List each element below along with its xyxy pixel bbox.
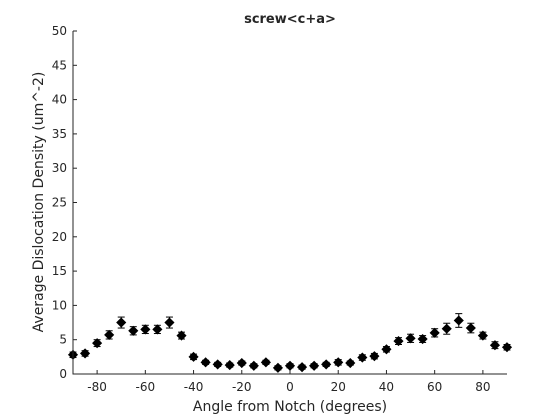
tick-labels: -80 -60 -40 -20 0 20 40 60 80 0 5 10 15 20 25 30 35 40 45 5… bbox=[52, 24, 491, 394]
y-tick-label: 5 bbox=[59, 333, 67, 347]
x-tick-label: 40 bbox=[379, 380, 394, 394]
data-point bbox=[236, 357, 247, 369]
data-point bbox=[489, 340, 501, 351]
y-tick-label: 15 bbox=[52, 264, 67, 278]
data-point bbox=[212, 359, 223, 370]
data-point bbox=[176, 330, 187, 341]
x-tick-label: 60 bbox=[427, 380, 442, 394]
y-axis-label: Average Dislocation Density (um^-2) bbox=[31, 72, 47, 333]
data-point bbox=[128, 325, 139, 336]
x-tick-label: 80 bbox=[475, 380, 490, 394]
x-tick-label: -20 bbox=[232, 380, 252, 394]
data-point bbox=[309, 360, 320, 371]
data-point bbox=[381, 344, 392, 355]
data-point bbox=[333, 357, 344, 368]
y-tick-label: 0 bbox=[59, 367, 67, 381]
y-tick-label: 45 bbox=[52, 58, 67, 72]
x-tick-label: -80 bbox=[87, 380, 107, 394]
chart-title: screw<c+a> bbox=[244, 12, 336, 27]
data-point bbox=[501, 342, 513, 353]
data-point bbox=[140, 324, 151, 335]
data-point bbox=[441, 323, 452, 334]
y-tick-label: 10 bbox=[52, 298, 67, 312]
y-tick-label: 30 bbox=[52, 161, 67, 175]
data-point bbox=[200, 357, 211, 368]
data-point bbox=[92, 338, 103, 349]
data-point bbox=[393, 336, 404, 347]
data-point bbox=[429, 327, 440, 338]
data-point bbox=[164, 317, 175, 328]
y-tick-label: 20 bbox=[52, 230, 67, 244]
data-point bbox=[321, 359, 332, 370]
y-tick-label: 50 bbox=[52, 24, 67, 38]
x-tick-label: 20 bbox=[331, 380, 346, 394]
data-point bbox=[284, 360, 296, 371]
x-tick-label: -40 bbox=[184, 380, 204, 394]
data-point bbox=[465, 322, 476, 334]
data-point bbox=[369, 351, 380, 362]
x-axis-label: Angle from Notch (degrees) bbox=[193, 399, 387, 415]
data-point bbox=[357, 352, 368, 363]
x-tick-label: -60 bbox=[136, 380, 156, 394]
data-point bbox=[260, 357, 271, 368]
data-point bbox=[104, 329, 115, 340]
x-tick-label: 0 bbox=[286, 380, 294, 394]
data-point bbox=[188, 351, 199, 362]
plot-background bbox=[73, 31, 507, 374]
data-point bbox=[296, 362, 308, 373]
data-point bbox=[417, 333, 428, 345]
data-markers bbox=[67, 315, 513, 373]
data-point bbox=[79, 348, 91, 359]
data-point bbox=[152, 324, 163, 335]
data-point bbox=[477, 330, 488, 341]
y-tick-label: 35 bbox=[52, 127, 67, 141]
data-point bbox=[224, 360, 235, 371]
data-point bbox=[116, 317, 127, 328]
y-tick-label: 40 bbox=[52, 93, 67, 107]
data-point bbox=[453, 315, 464, 326]
data-point bbox=[248, 360, 259, 371]
data-point bbox=[345, 357, 356, 369]
data-point bbox=[405, 333, 416, 344]
data-point bbox=[272, 362, 284, 373]
y-tick-label: 25 bbox=[52, 196, 67, 210]
axes-frame bbox=[72, 31, 507, 375]
tick-marks bbox=[73, 30, 484, 375]
